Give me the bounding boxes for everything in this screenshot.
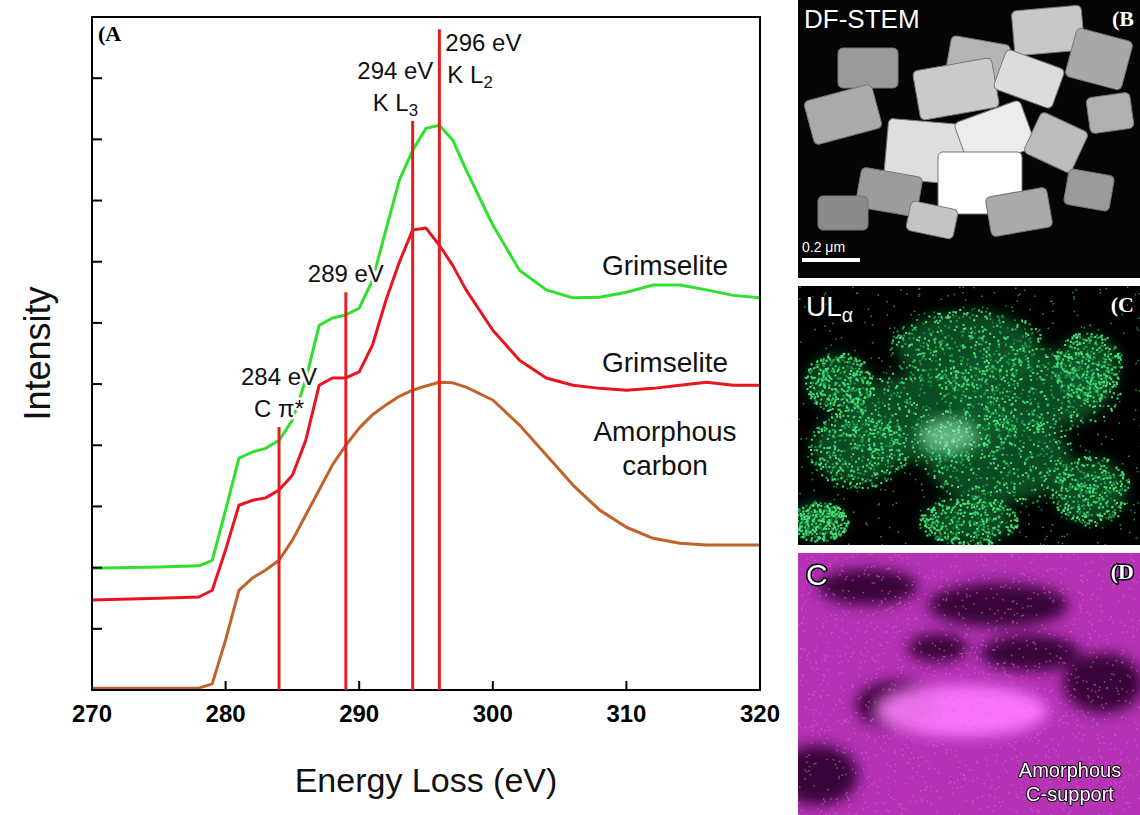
panel-a: 270 280 290 300 310 320 Energy Loss (eV) Intens… — [17, 17, 780, 799]
grain — [1063, 168, 1115, 211]
plot-frame — [92, 17, 760, 690]
map-dark — [798, 745, 858, 805]
annotation-label: 284 eV — [241, 363, 317, 390]
panel-b: DF-STEM (B 0.2 μm — [798, 0, 1140, 278]
map-glow — [798, 312, 1126, 544]
map-bright — [878, 685, 1048, 737]
grain — [1023, 111, 1089, 174]
map-speckle — [798, 309, 1130, 545]
x-tick-label: 310 — [606, 700, 646, 727]
x-tick-label: 300 — [473, 700, 513, 727]
panel-letter: (C — [1111, 292, 1134, 317]
series-labels: Grimselite Grimselite Amorphouscarbon — [593, 250, 736, 481]
grain — [985, 187, 1053, 237]
scale-bar-label: 0.2 μm — [802, 239, 845, 255]
series-label: Grimselite — [602, 347, 728, 378]
annotation-line — [411, 121, 414, 690]
spectrum-line — [92, 125, 760, 568]
image-ground — [798, 0, 1140, 278]
panel-title: ULα — [806, 291, 853, 326]
text-part: K L — [447, 61, 483, 88]
y-tick — [92, 200, 102, 202]
panel-letter: (D — [1111, 559, 1134, 584]
annotation-line — [278, 427, 281, 690]
spectrum-line — [92, 228, 760, 600]
annotation-label: 294 eV — [357, 57, 433, 84]
map-hotspot — [918, 418, 978, 454]
subscript: 3 — [409, 101, 418, 120]
x-axis-title: Energy Loss (eV) — [295, 761, 558, 799]
x-tick-label: 270 — [72, 700, 112, 727]
annotation-line — [344, 292, 347, 690]
y-tick — [92, 444, 102, 446]
y-tick — [92, 138, 102, 140]
x-tick — [225, 681, 227, 690]
subscript: 2 — [483, 73, 492, 92]
subscript: α — [842, 304, 853, 326]
text-line: Amorphous — [1019, 759, 1121, 781]
x-tick-label: 280 — [206, 700, 246, 727]
y-tick — [92, 567, 102, 569]
scale-bar — [802, 258, 860, 262]
panel-title: C — [806, 558, 828, 591]
map-dark — [1063, 653, 1140, 713]
text-line: Amorphous — [593, 416, 736, 447]
series-label: Grimselite — [602, 250, 728, 281]
panel-letter: (B — [1112, 6, 1134, 31]
image — [798, 553, 1140, 815]
map-dark — [980, 635, 1080, 671]
grain — [905, 200, 958, 239]
map-dark — [928, 583, 1068, 627]
grain — [1086, 92, 1135, 134]
annotation-line — [438, 29, 441, 690]
panel-c: ULα (C — [789, 286, 1140, 548]
series-label: Amorphouscarbon — [593, 416, 736, 481]
x-tick-label: 290 — [339, 700, 379, 727]
annotation-lines — [279, 29, 439, 690]
y-tick — [92, 383, 102, 385]
annotation-sublabel: K L2 — [447, 61, 492, 92]
figure: 270 280 290 300 310 320 Energy Loss (eV) Intens… — [0, 0, 1140, 815]
y-tick — [92, 322, 102, 324]
grain — [1065, 27, 1134, 90]
annotation-sublabel: C π* — [254, 395, 304, 422]
panel-note: AmorphousC-support — [1019, 759, 1121, 805]
y-tick — [92, 505, 102, 507]
grain — [818, 196, 868, 230]
grain — [803, 84, 882, 146]
text-line: carbon — [622, 450, 708, 481]
map-speckle — [798, 553, 1140, 815]
x-tick — [625, 681, 627, 690]
panel-d: C (D AmorphousC-support — [778, 553, 1140, 815]
grain — [838, 48, 898, 88]
text-part: UL — [806, 291, 842, 322]
y-tick — [92, 261, 102, 263]
annotation-label: 289 eV — [308, 260, 384, 287]
y-tick — [92, 77, 102, 79]
y-tick — [92, 628, 102, 630]
x-tick — [91, 681, 93, 690]
panel-title: DF-STEM — [804, 4, 920, 34]
grain — [993, 49, 1066, 110]
curves — [92, 125, 760, 688]
annotation-sublabel: K L3 — [373, 89, 418, 120]
panel-letter: (A — [98, 21, 121, 46]
text-part: C π* — [254, 395, 304, 422]
y-tick — [92, 689, 102, 691]
x-tick — [759, 681, 761, 690]
text-part: K L — [373, 89, 409, 116]
x-tick — [492, 681, 494, 690]
image — [798, 286, 1140, 545]
x-tick — [358, 681, 360, 690]
image — [798, 0, 1140, 278]
text-line: C-support — [1026, 783, 1114, 805]
annotations: 284 eVC π*289 eV294 eVK L3296 eVK L2 — [241, 29, 521, 690]
y-axis-title: Intensity — [17, 286, 58, 420]
x-tick-label: 320 — [740, 700, 780, 727]
map-dark — [908, 634, 968, 662]
annotation-label: 296 eV — [445, 29, 521, 56]
spectrum-line — [92, 382, 760, 688]
